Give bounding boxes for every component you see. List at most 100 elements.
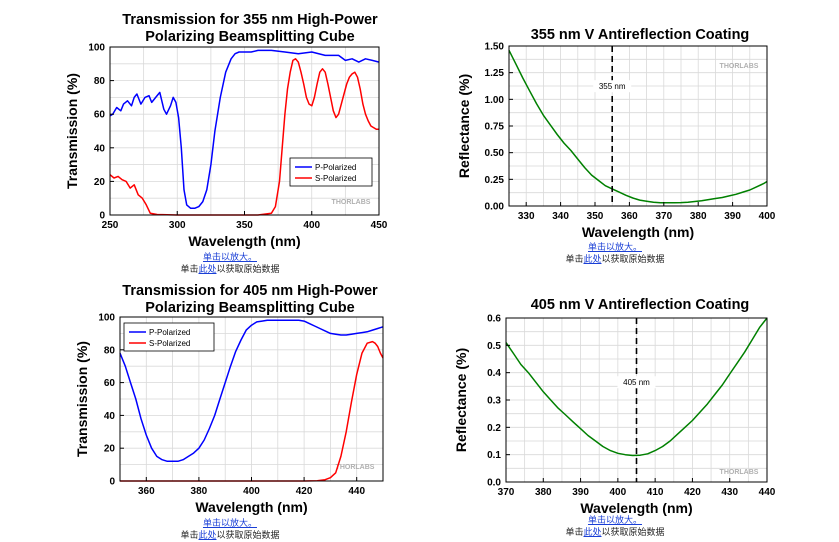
x-tick-label: 370 <box>655 211 672 222</box>
marker-label: 405 nm <box>623 378 650 387</box>
y-tick-label: 0.4 <box>487 368 501 379</box>
chart-title-line-1: Transmission for 405 nm High-Power <box>122 283 378 299</box>
y-tick-label: 1.50 <box>485 42 505 53</box>
caption-suffix: 以获取原始数据 <box>216 531 280 541</box>
thorlabs-watermark: THORLABS <box>720 63 759 70</box>
chart-caption-2: 单击以放大。 单击此处以获取原始数据 <box>545 242 685 266</box>
caption-prefix: 单击 <box>565 255 584 265</box>
y-tick-label: 0.25 <box>485 175 505 186</box>
y-tick-label: 0 <box>99 211 105 222</box>
y-tick-label: 40 <box>104 411 116 422</box>
x-tick-label: 440 <box>759 487 776 498</box>
y-tick-label: 0.5 <box>487 341 501 352</box>
raw-data-link[interactable]: 此处 <box>198 531 217 541</box>
x-tick-label: 410 <box>647 487 664 498</box>
zoom-link[interactable]: 单击以放大。 <box>202 519 257 529</box>
series-line-reflectance <box>508 49 768 204</box>
transmission-405-chart[interactable]: THORLABS 360 380 400 420 440 0 20 40 60 80 100 Wavel… <box>0 270 420 530</box>
chart-title-line-1: Transmission for 355 nm High-Power <box>122 12 378 28</box>
chart-title: Transmission for 355 nm High-Power Polar… <box>60 12 440 46</box>
caption-prefix: 单击 <box>180 531 199 541</box>
chart-panel-1: Transmission for 355 nm High-Power Polar… <box>0 0 420 275</box>
chart-title-line-2: Polarizing Beamsplitting Cube <box>145 29 355 45</box>
y-tick-label: 0.1 <box>487 450 501 461</box>
x-tick-label: 360 <box>621 211 638 222</box>
chart-caption-1: 单击以放大。 单击此处以获取原始数据 <box>160 252 300 276</box>
ar-405-chart[interactable]: THORLABS 405 nm 370 380 390 400 410 420 430 440 0.… <box>419 270 839 530</box>
chart-title: Transmission for 405 nm High-Power Polar… <box>60 283 440 317</box>
thorlabs-watermark: THORLABS <box>720 469 759 476</box>
chart-title-line-1: 355 nm V Antireflection Coating <box>530 27 750 43</box>
x-tick-label: 440 <box>348 486 365 497</box>
thorlabs-watermark: THORLABS <box>336 464 375 471</box>
raw-data-link[interactable]: 此处 <box>198 265 217 275</box>
x-tick-label: 380 <box>191 486 208 497</box>
chart-title: 355 nm V Antireflection Coating <box>480 27 800 44</box>
x-axis-label: Wavelength (nm) <box>580 500 692 516</box>
y-tick-label: 100 <box>98 313 115 324</box>
x-tick-label: 330 <box>518 211 535 222</box>
x-tick-label: 400 <box>243 486 260 497</box>
caption-suffix: 以获取原始数据 <box>216 265 280 275</box>
raw-data-link[interactable]: 此处 <box>583 255 602 265</box>
caption-suffix: 以获取原始数据 <box>601 255 665 265</box>
zoom-link[interactable]: 单击以放大。 <box>202 253 257 263</box>
y-tick-label: 100 <box>88 43 105 54</box>
y-tick-label: 0.75 <box>485 122 505 133</box>
x-tick-label: 380 <box>535 487 552 498</box>
ar-355-chart[interactable]: THORLABS 355 nm 330 340 350 360 370 380 390 400 0.… <box>419 0 839 250</box>
x-axis-label: Wavelength (nm) <box>195 499 307 515</box>
y-tick-label: 0.2 <box>487 423 501 434</box>
x-tick-label: 400 <box>759 211 776 222</box>
zoom-link[interactable]: 单击以放大。 <box>587 243 642 253</box>
x-tick-label: 380 <box>690 211 707 222</box>
legend-label-p-polarized: P-Polarized <box>149 328 190 337</box>
chart-title-line-2: Polarizing Beamsplitting Cube <box>145 300 355 316</box>
x-tick-label: 400 <box>610 487 627 498</box>
y-tick-label: 80 <box>94 76 106 87</box>
y-tick-label: 0.3 <box>487 396 501 407</box>
chart-title: 405 nm V Antireflection Coating <box>480 297 800 314</box>
chart-caption-3: 单击以放大。 单击此处以获取原始数据 <box>160 518 300 542</box>
x-tick-label: 350 <box>236 220 253 231</box>
transmission-355-chart[interactable]: THORLABS 250 300 350 400 450 0 20 40 60 80 100 Wavel… <box>0 0 420 260</box>
y-axis-label: Reflectance (%) <box>453 348 469 452</box>
y-axis-label: Transmission (%) <box>64 73 80 189</box>
zoom-link[interactable]: 单击以放大。 <box>587 516 642 526</box>
x-tick-label: 450 <box>371 220 388 231</box>
y-tick-label: 1.25 <box>485 68 505 79</box>
x-tick-label: 250 <box>102 220 119 231</box>
y-tick-label: 0 <box>109 477 115 488</box>
series-line-p-polarized <box>109 49 380 210</box>
series-line-reflectance <box>505 317 768 457</box>
y-tick-label: 60 <box>94 110 106 121</box>
x-tick-label: 350 <box>587 211 604 222</box>
legend-box <box>123 322 215 352</box>
y-tick-label: 1.00 <box>485 95 505 106</box>
x-tick-label: 370 <box>498 487 515 498</box>
legend-box <box>289 157 373 187</box>
y-tick-label: 20 <box>104 444 116 455</box>
x-tick-label: 430 <box>721 487 738 498</box>
x-tick-label: 390 <box>572 487 589 498</box>
x-axis-label: Wavelength (nm) <box>582 224 694 240</box>
x-tick-label: 300 <box>169 220 186 231</box>
raw-data-link[interactable]: 此处 <box>583 528 602 538</box>
x-tick-label: 340 <box>552 211 569 222</box>
series-line-p-polarized <box>119 319 384 463</box>
marker-label-bg <box>593 80 632 93</box>
y-tick-label: 0.00 <box>485 202 505 213</box>
legend-label-s-polarized: S-Polarized <box>315 174 356 183</box>
y-tick-label: 40 <box>94 143 106 154</box>
y-tick-label: 20 <box>94 177 106 188</box>
caption-suffix: 以获取原始数据 <box>601 528 665 538</box>
legend-label-p-polarized: P-Polarized <box>315 163 356 172</box>
y-tick-label: 0.0 <box>487 478 501 489</box>
marker-label-bg <box>617 376 656 389</box>
series-line-s-polarized <box>109 58 379 216</box>
y-tick-label: 60 <box>104 378 116 389</box>
y-axis-label: Transmission (%) <box>74 341 90 457</box>
y-axis-label: Reflectance (%) <box>456 74 472 178</box>
x-tick-label: 420 <box>684 487 701 498</box>
x-tick-label: 420 <box>296 486 313 497</box>
